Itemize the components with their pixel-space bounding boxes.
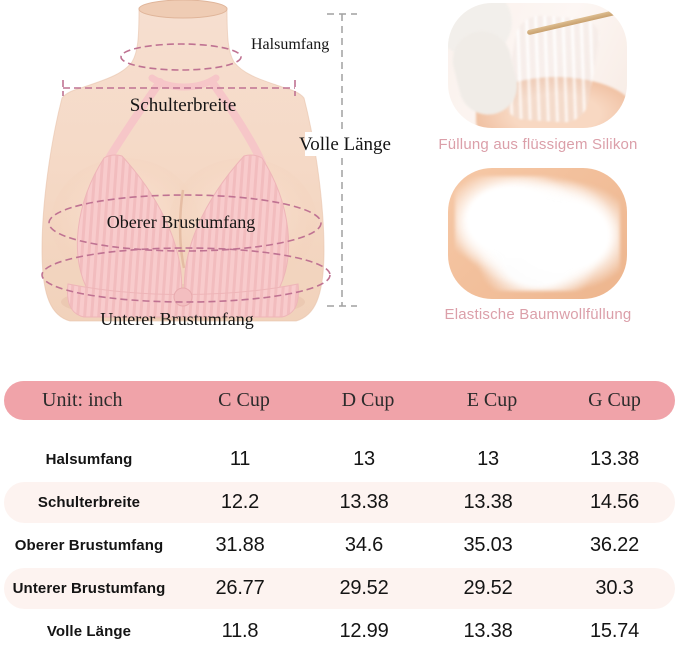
cell-value: 29.52 <box>463 577 513 599</box>
measurement-diagram: Halsumfang Schulterbreite Volle Länge Ob… <box>0 0 430 375</box>
cell-value: 13.38 <box>463 620 513 642</box>
cell-value: 13 <box>353 448 375 470</box>
row-label: Halsumfang <box>45 451 133 468</box>
silicone-filling-photo <box>448 3 627 128</box>
under-bust-ellipse <box>41 247 331 303</box>
table-row: Oberer Brustumfang 31.88 34.6 35.03 36.2… <box>0 524 679 567</box>
cell-value: 11 <box>229 448 251 470</box>
row-label: Unterer Brustumfang <box>12 580 166 597</box>
table-row: Schulterbreite 12.2 13.38 13.38 14.56 <box>0 481 679 524</box>
cotton-filling-caption: Elastische Baumwollfüllung <box>444 306 632 323</box>
cell-value: 12.2 <box>220 491 260 513</box>
cell-value: 14.56 <box>589 491 640 513</box>
shoulder-measure-line <box>62 80 296 96</box>
cell-value: 30.3 <box>595 577 634 599</box>
size-table-header: Unit: inch C Cup D Cup E Cup G Cup <box>4 381 675 420</box>
cell-value: 15.74 <box>589 620 640 642</box>
column-header-e-cup: E Cup <box>466 389 518 411</box>
cell-value: 13.38 <box>463 491 513 513</box>
cotton-filling-photo <box>448 168 627 299</box>
measurement-labels: Halsumfang Schulterbreite Volle Länge Ob… <box>100 36 391 329</box>
table-row: Unterer Brustumfang 26.77 29.52 29.52 30… <box>0 567 679 610</box>
neck-measure-ellipse <box>120 43 242 71</box>
upper-bust-ellipse <box>48 194 322 252</box>
neck-label: Halsumfang <box>251 36 329 53</box>
cell-value: 26.77 <box>215 577 265 599</box>
cell-value: 29.52 <box>339 577 389 599</box>
cell-value: 12.99 <box>339 620 389 642</box>
row-label: Volle Länge <box>46 623 132 640</box>
label-backdrop <box>305 132 385 156</box>
full-length-line <box>327 13 357 307</box>
table-row: Halsumfang 11 13 13 13.38 <box>0 438 679 481</box>
row-label: Oberer Brustumfang <box>14 537 164 554</box>
torso-illustration: Halsumfang Schulterbreite Volle Länge Ob… <box>41 0 391 329</box>
upper-bust-label: Oberer Brustumfang <box>107 212 255 232</box>
cell-value: 35.03 <box>463 534 513 556</box>
full-length-label: Volle Länge <box>299 134 391 155</box>
cell-value: 13.38 <box>589 448 640 470</box>
column-header-c-cup: C Cup <box>218 389 270 411</box>
cell-value: 13 <box>477 448 499 470</box>
cell-value: 13.38 <box>339 491 389 513</box>
table-row: Volle Länge 11.8 12.99 13.38 15.74 <box>0 610 679 653</box>
cell-value: 34.6 <box>344 534 384 556</box>
measurement-lines <box>41 13 357 307</box>
row-label: Schulterbreite <box>37 494 141 511</box>
cell-value: 36.22 <box>589 534 640 556</box>
under-bust-label: Unterer Brustumfang <box>100 309 253 329</box>
size-table-body: Halsumfang 11 13 13 13.38 Schulterbreite… <box>0 438 679 653</box>
shoulder-label: Schulterbreite <box>130 95 237 116</box>
cotton-fluff-shape <box>455 176 620 291</box>
column-header-d-cup: D Cup <box>341 389 395 411</box>
silicone-filling-caption: Füllung aus flüssigem Silikon <box>438 136 638 153</box>
column-header-g-cup: G Cup <box>588 389 641 411</box>
cell-value: 31.88 <box>215 534 265 556</box>
cell-value: 11.8 <box>221 620 259 642</box>
unit-label: Unit: inch <box>42 389 123 411</box>
